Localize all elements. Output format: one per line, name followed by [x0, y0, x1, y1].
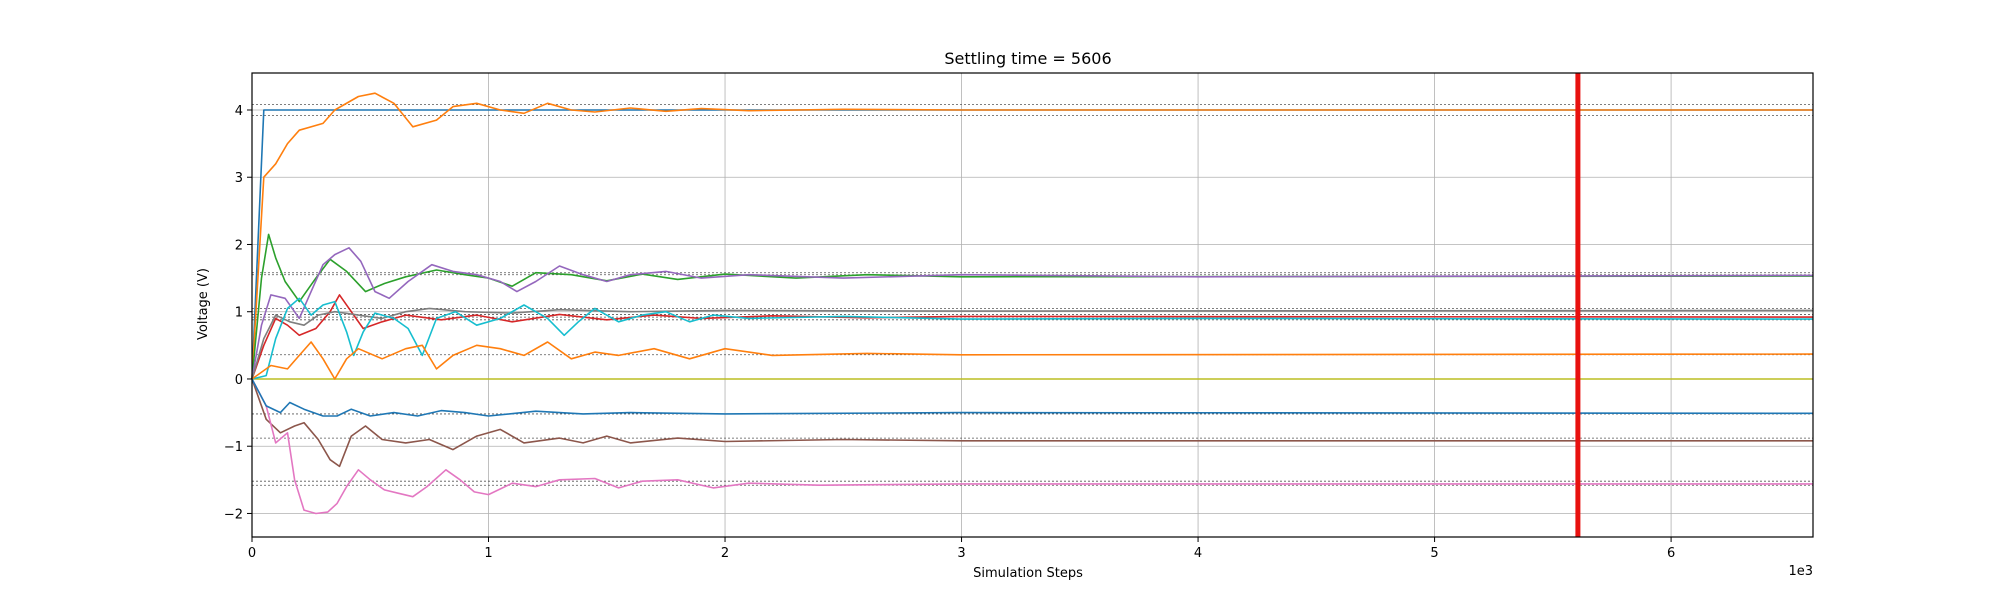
y-tick-label: −2	[224, 507, 243, 522]
series-lines	[251, 92, 1814, 515]
series-line-6	[251, 378, 1813, 468]
series-line-5	[251, 247, 1814, 380]
chart-title: Settling time = 5606	[944, 49, 1111, 68]
x-axis-label: Simulation Steps	[973, 566, 1083, 581]
y-tick-label: 0	[235, 373, 243, 388]
y-tick-label: −1	[224, 440, 243, 455]
series-line-10	[251, 297, 1814, 380]
series-line-12	[251, 378, 1814, 417]
y-tick-label: 3	[235, 171, 243, 186]
y-tick-label: 1	[235, 306, 243, 321]
series-line-7	[251, 378, 1813, 515]
y-tick-label: 4	[235, 104, 243, 119]
x-tick-label: 1	[484, 546, 492, 561]
x-tick-label: 2	[721, 546, 729, 561]
series-line-8	[251, 307, 1814, 380]
series-line-3	[251, 233, 1814, 380]
y-axis-ticks: −2 −1 0 1 2 3 4	[224, 104, 252, 522]
x-axis-scale-label: 1e3	[1788, 564, 1813, 579]
series-line-11	[251, 341, 1814, 380]
x-axis-ticks: 0 1 2 3 4 5 6	[248, 537, 1675, 561]
x-tick-label: 4	[1194, 546, 1202, 561]
y-tick-label: 2	[235, 238, 243, 253]
x-tick-label: 0	[248, 546, 256, 561]
x-tick-label: 6	[1667, 546, 1675, 561]
series-line-4	[251, 294, 1814, 380]
plot-frame	[251, 72, 1814, 538]
x-tick-label: 5	[1430, 546, 1438, 561]
y-axis-label: Voltage (V)	[196, 268, 211, 340]
series-line-2	[251, 92, 1813, 380]
x-tick-label: 3	[957, 546, 965, 561]
